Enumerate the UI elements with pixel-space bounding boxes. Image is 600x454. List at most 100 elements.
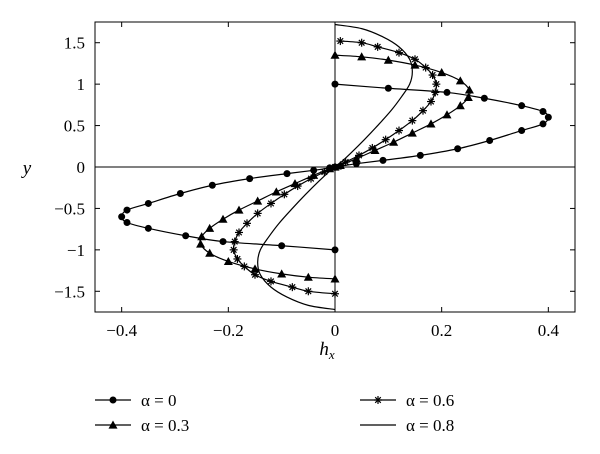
y-tick-label: 1 [77, 75, 86, 94]
circle-marker [384, 84, 392, 92]
asterisk-marker [395, 126, 403, 135]
asterisk-marker [243, 219, 251, 228]
circle-marker [379, 156, 387, 164]
asterisk-marker [341, 158, 350, 167]
circle-marker [544, 113, 552, 121]
y-tick-label: 0.5 [64, 117, 85, 136]
triangle-marker [330, 50, 340, 59]
triangle-marker [234, 205, 244, 214]
circle-marker [486, 136, 494, 144]
asterisk-marker [381, 135, 390, 144]
circle-marker [182, 232, 190, 240]
triangle-marker [357, 52, 367, 61]
x-ticks: −0.4 −0.2 0 0.2 0.4 [106, 22, 559, 340]
triangle-marker [463, 92, 473, 101]
series-layer [118, 23, 552, 311]
triangle-marker [464, 85, 474, 94]
asterisk-marker [304, 287, 313, 296]
circle-marker [219, 238, 227, 246]
asterisk-marker [251, 270, 259, 279]
triangle-marker [250, 264, 260, 273]
asterisk-marker [307, 174, 315, 183]
asterisk-marker [267, 199, 275, 208]
circle-marker [246, 175, 254, 183]
triangle-marker [389, 137, 399, 146]
asterisk-marker [395, 48, 403, 57]
triangle-marker [108, 420, 118, 429]
asterisk-marker [331, 289, 339, 298]
asterisk-marker [408, 116, 417, 125]
triangle-marker [330, 274, 340, 283]
circle-marker [283, 170, 291, 178]
legend-item: α = 0.6 [360, 391, 454, 410]
asterisk-marker [229, 245, 238, 254]
y-ticks: 1.5 1 0.5 0 −0.5 −1 −1.5 [54, 34, 575, 301]
triangle-marker [253, 196, 263, 205]
asterisk-marker [280, 190, 289, 199]
legend-item: α = 0.8 [360, 416, 454, 435]
asterisk-marker [419, 106, 427, 115]
circle-marker [416, 151, 424, 159]
triangle-marker [218, 214, 228, 223]
legend-label: α = 0.3 [141, 416, 189, 435]
asterisk-marker [374, 396, 382, 404]
asterisk-marker [421, 63, 430, 72]
x-tick-label: 0 [331, 321, 340, 340]
asterisk-marker [320, 167, 329, 176]
circle-marker [144, 199, 152, 207]
x-axis-label: hx [319, 339, 335, 362]
asterisk-marker [235, 228, 243, 237]
circle-marker [123, 206, 131, 214]
x-tick-label: 0.4 [538, 321, 560, 340]
x-tick-label: −0.4 [106, 321, 137, 340]
legend-label: α = 0.8 [406, 416, 454, 435]
circle-marker [331, 246, 339, 254]
legend-item: α = 0 [95, 391, 177, 410]
circle-marker [176, 190, 184, 198]
series-line [257, 23, 413, 311]
triangle-marker [442, 110, 452, 119]
asterisk-marker [368, 143, 377, 152]
circle-marker [278, 242, 286, 250]
asterisk-marker [267, 277, 275, 286]
x-tick-label: −0.2 [213, 321, 244, 340]
triangle-marker [426, 119, 436, 128]
legend-label: α = 0.6 [406, 391, 454, 410]
triangle-marker [407, 128, 417, 137]
y-tick-label: 1.5 [64, 34, 85, 53]
asterisk-marker [253, 209, 262, 218]
x-axis-label-sub: x [328, 347, 335, 362]
triangle-marker [223, 256, 233, 266]
triangle-marker [383, 55, 393, 64]
asterisk-marker [428, 71, 437, 80]
triangle-marker [271, 187, 281, 196]
triangle-marker [197, 232, 207, 241]
triangle-marker [455, 76, 465, 85]
triangle-marker [196, 239, 206, 248]
triangle-marker [437, 68, 447, 77]
triangle-marker [277, 269, 287, 278]
y-tick-label: −0.5 [54, 199, 85, 218]
circle-marker [109, 396, 117, 404]
circle-marker [518, 102, 526, 110]
legend-item: α = 0.3 [95, 416, 189, 435]
circle-marker [123, 219, 131, 227]
asterisk-marker [355, 151, 363, 160]
circle-marker [208, 181, 216, 189]
triangle-marker [205, 223, 215, 232]
asterisk-marker [432, 80, 441, 89]
triangle-marker [303, 272, 313, 281]
y-tick-label: 0 [77, 158, 86, 177]
asterisk-marker [233, 254, 242, 263]
y-tick-label: −1 [67, 241, 85, 260]
asterisk-marker [240, 262, 249, 271]
asterisk-marker [288, 283, 297, 292]
circle-marker [539, 120, 547, 128]
asterisk-marker [431, 88, 440, 97]
circle-marker [331, 80, 339, 88]
asterisk-marker [336, 37, 345, 46]
asterisk-marker [427, 97, 435, 106]
circle-marker [310, 166, 318, 174]
asterisk-marker [293, 182, 302, 191]
